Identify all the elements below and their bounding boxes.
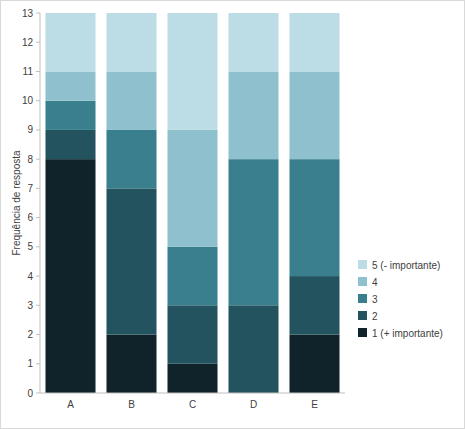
bar-segment: [45, 101, 95, 130]
y-tick: [36, 159, 40, 160]
bar-segment: [45, 130, 95, 159]
bar-segment: [228, 159, 278, 305]
y-tick: [36, 305, 40, 306]
legend-swatch: [358, 311, 367, 320]
bar-segment: [228, 13, 278, 71]
bar-segment: [106, 71, 156, 129]
bar-segment: [106, 130, 156, 188]
chart: 012345678910111213Frequência de resposta…: [0, 0, 465, 429]
bar-segment: [45, 13, 95, 71]
legend-label: 4: [372, 277, 378, 288]
bar-segment: [167, 13, 217, 130]
y-axis-label: Frequência de resposta: [11, 150, 22, 256]
x-tick-label: B: [128, 399, 135, 410]
y-tick: [36, 217, 40, 218]
bars: [45, 13, 339, 393]
legend-swatch: [358, 294, 367, 303]
y-tick-label: 4: [27, 271, 33, 282]
y-tick-label: 10: [22, 95, 34, 106]
y-tick-label: 5: [27, 241, 33, 252]
y-tick: [36, 129, 40, 130]
y-tick-label: 13: [22, 8, 34, 19]
y-tick: [36, 363, 40, 364]
bar-segment: [167, 247, 217, 305]
y-tick-label: 9: [27, 124, 33, 135]
legend-label: 2: [372, 311, 378, 322]
legend: 5 (- importante) 4 3 2 1 (+ importante): [358, 260, 443, 339]
y-tick-label: 6: [27, 212, 33, 223]
legend-swatch: [358, 277, 367, 286]
x-tick-label: D: [250, 399, 257, 410]
y-tick: [36, 188, 40, 189]
y-tick-label: 11: [23, 66, 34, 77]
bar-segment: [167, 130, 217, 247]
bar-segment: [228, 71, 278, 159]
legend-label: 3: [372, 294, 378, 305]
bar-segment: [167, 364, 217, 393]
bar-segment: [106, 188, 156, 334]
x-axis: [40, 393, 345, 394]
y-tick: [36, 71, 40, 72]
y-tick-label: 1: [27, 358, 33, 369]
y-tick: [36, 100, 40, 101]
bar-segment: [289, 71, 339, 159]
legend-label: 5 (- importante): [372, 260, 440, 271]
y-tick-label: 3: [27, 300, 33, 311]
y-tick-label: 7: [27, 183, 33, 194]
frame: [1, 1, 465, 429]
bar-segment: [45, 71, 95, 100]
bar-segment: [228, 305, 278, 393]
y-tick: [36, 276, 40, 277]
bar-segment: [289, 13, 339, 71]
y-axis: [40, 13, 41, 393]
bar-segment: [289, 159, 339, 276]
y-tick-label: 0: [27, 388, 33, 399]
y-tick-label: 8: [27, 154, 33, 165]
bar-segment: [45, 159, 95, 393]
y-tick: [36, 246, 40, 247]
bar-segment: [106, 335, 156, 393]
bar-segment: [167, 305, 217, 363]
x-tick-label: A: [67, 399, 74, 410]
bar-segment: [106, 13, 156, 71]
bar-segment: [289, 335, 339, 393]
legend-swatch: [358, 260, 367, 269]
y-tick: [36, 13, 40, 14]
legend-swatch: [358, 328, 367, 337]
y-tick-label: 2: [27, 329, 33, 340]
y-tick: [36, 42, 40, 43]
legend-label: 1 (+ importante): [372, 328, 443, 339]
bar-segment: [289, 276, 339, 334]
x-tick-label: E: [311, 399, 318, 410]
x-tick-label: C: [189, 399, 196, 410]
y-tick: [36, 393, 40, 394]
y-tick-label: 12: [22, 37, 34, 48]
y-tick: [36, 334, 40, 335]
